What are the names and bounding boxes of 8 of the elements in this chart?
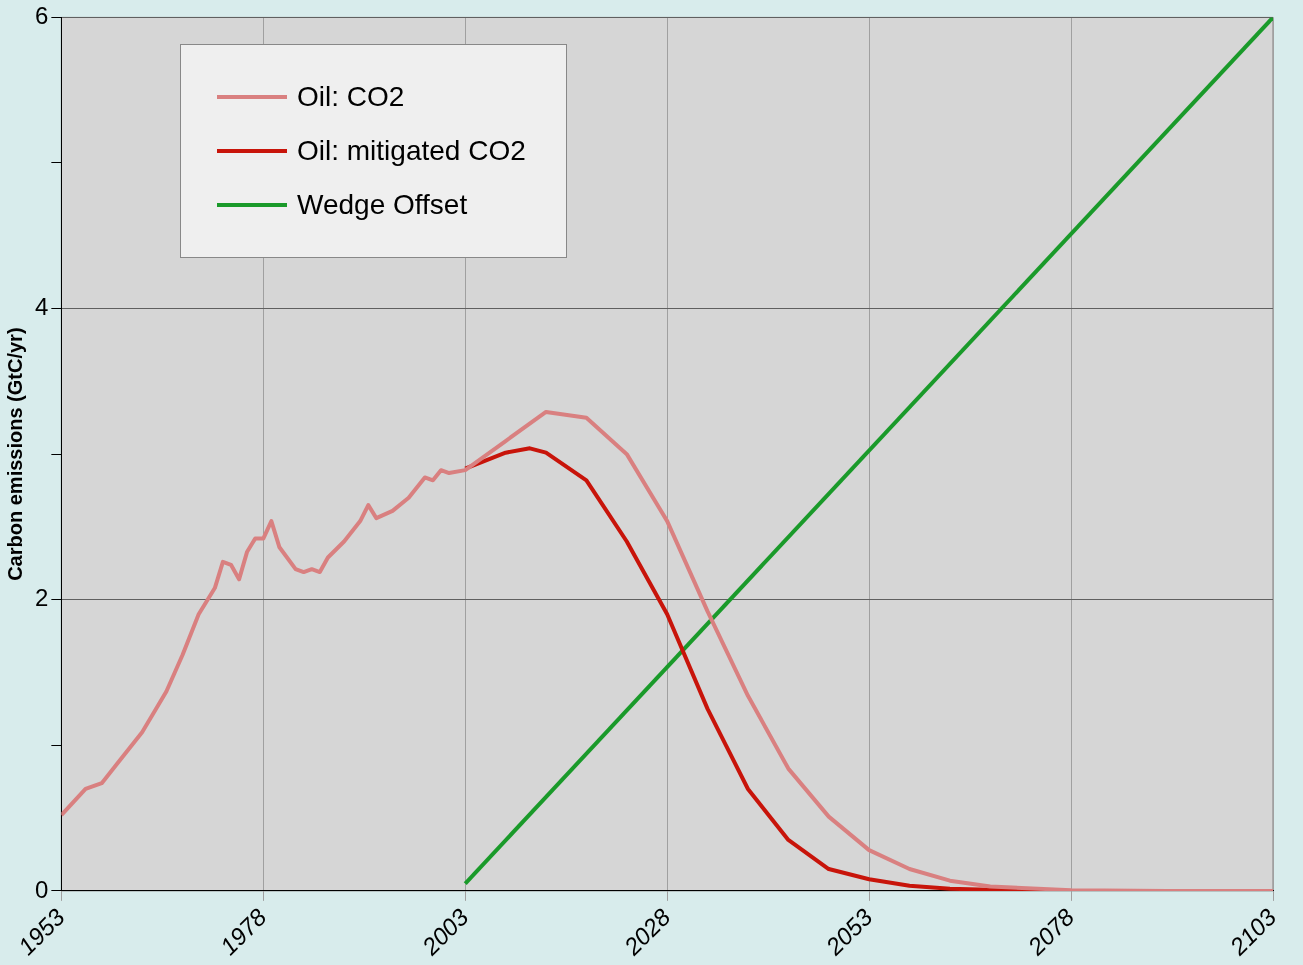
y-tick-label: 6: [34, 2, 49, 30]
y-tick-label: 2: [34, 584, 49, 612]
y-tick-label: 4: [34, 293, 49, 321]
legend-label: Oil: CO2: [297, 81, 405, 113]
y-tick-label: 0: [34, 875, 49, 903]
legend-label: Oil: mitigated CO2: [297, 135, 526, 167]
y-axis-title: Carbon emissions (GtC/yr): [3, 327, 26, 581]
legend-label: Wedge Offset: [297, 189, 468, 221]
